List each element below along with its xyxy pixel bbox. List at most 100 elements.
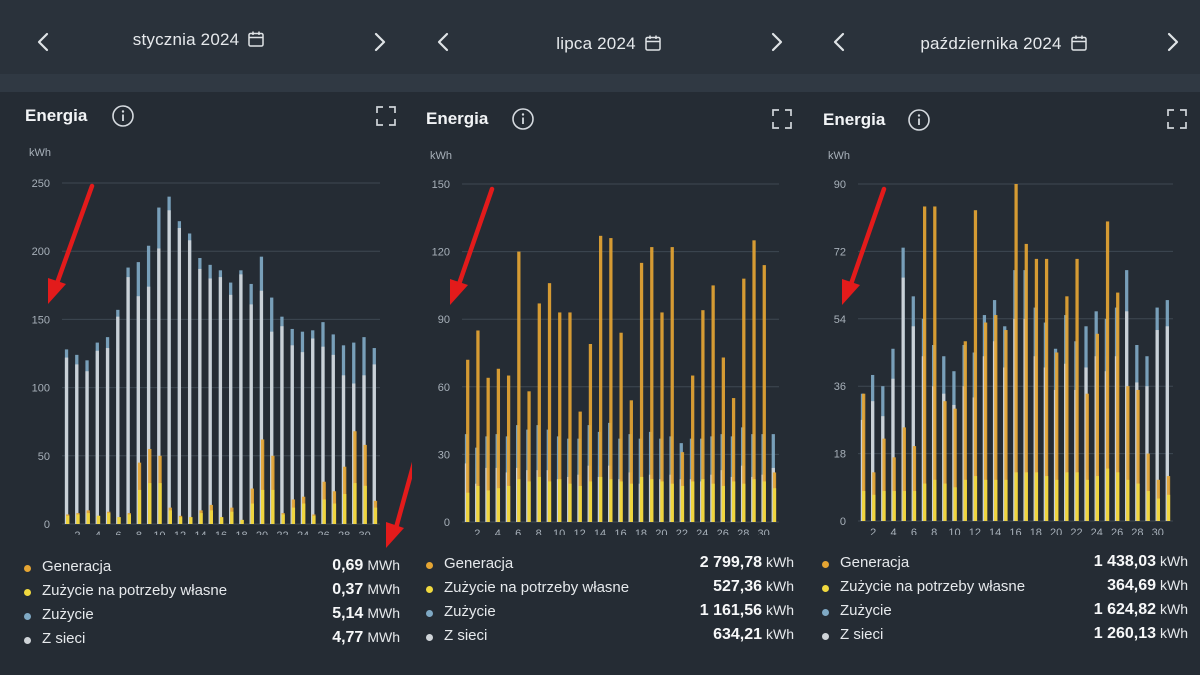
next-month-button[interactable] (365, 24, 393, 60)
bar-generacja-day-14[interactable] (994, 315, 998, 521)
bar-zużycie-na-potrzeby-własne-day-14[interactable] (994, 479, 998, 521)
bar-zużycie-na-potrzeby-własne-day-11[interactable] (963, 479, 967, 521)
bar-zużycie-na-potrzeby-własne-day-30[interactable] (762, 481, 766, 522)
bar-zużycie-na-potrzeby-własne-day-2[interactable] (476, 485, 480, 522)
bar-zużycie-na-potrzeby-własne-day-9[interactable] (547, 481, 552, 522)
bar-generacja-day-26[interactable] (1116, 292, 1120, 521)
bar-generacja-day-29[interactable] (353, 431, 357, 524)
bar-zużycie-na-potrzeby-własne-day-10[interactable] (953, 487, 957, 521)
bar-generacja-day-8[interactable] (933, 206, 937, 521)
bar-zużycie-na-potrzeby-własne-day-3[interactable] (486, 490, 490, 522)
bar-zużycie-na-potrzeby-własne-day-27[interactable] (332, 503, 337, 524)
bar-z-sieci-day-20[interactable] (259, 290, 264, 524)
bar-z-sieci-day-6[interactable] (911, 326, 915, 521)
bar-z-sieci-day-5[interactable] (901, 277, 905, 521)
bar-zużycie-na-potrzeby-własne-day-18[interactable] (240, 519, 244, 524)
bar-zużycie-na-potrzeby-własne-day-1[interactable] (466, 492, 470, 522)
bar-generacja-day-19[interactable] (1044, 258, 1049, 521)
bar-z-sieci-day-24[interactable] (300, 352, 305, 524)
bar-zużycie-na-potrzeby-własne-day-24[interactable] (1095, 476, 1100, 521)
bar-z-sieci-day-18[interactable] (239, 274, 243, 524)
bar-zużycie-na-potrzeby-własne-day-29[interactable] (353, 483, 357, 524)
bar-zużycie-na-potrzeby-własne-day-8[interactable] (537, 476, 541, 522)
bar-generacja-day-11[interactable] (963, 341, 967, 521)
bar-generacja-day-7[interactable] (923, 206, 927, 521)
bar-generacja-day-20[interactable] (1055, 352, 1059, 522)
bar-z-sieci-day-12[interactable] (177, 228, 182, 524)
bar-generacja-day-12[interactable] (973, 210, 978, 521)
bar-zużycie-na-potrzeby-własne-day-11[interactable] (168, 510, 172, 524)
bar-generacja-day-9[interactable] (943, 401, 947, 521)
bar-generacja-day-18[interactable] (1034, 258, 1039, 521)
prev-month-button[interactable] (430, 24, 458, 60)
bar-zużycie-na-potrzeby-własne-day-6[interactable] (517, 479, 521, 522)
bar-generacja-day-5[interactable] (902, 427, 906, 521)
bar-zużycie-na-potrzeby-własne-day-8[interactable] (137, 489, 142, 524)
bar-zużycie-na-potrzeby-własne-day-7[interactable] (923, 483, 927, 521)
bar-zużycie-na-potrzeby-własne-day-20[interactable] (260, 489, 265, 524)
legend-item[interactable]: Zużycie 1 161,56 kWh (426, 602, 794, 626)
bar-generacja-day-27[interactable] (1126, 386, 1130, 521)
bar-generacja-day-21[interactable] (670, 247, 674, 522)
bar-zużycie-na-potrzeby-własne-day-30[interactable] (1156, 498, 1160, 521)
bar-zużycie-na-potrzeby-własne-day-10[interactable] (158, 483, 162, 524)
bar-generacja-day-4[interactable] (496, 368, 501, 522)
bar-zużycie-na-potrzeby-własne-day-28[interactable] (742, 483, 746, 522)
bar-zużycie-na-potrzeby-własne-day-19[interactable] (250, 503, 255, 524)
bar-zużycie-na-potrzeby-własne-day-19[interactable] (1044, 476, 1049, 521)
bar-zużycie-na-potrzeby-własne-day-26[interactable] (721, 485, 725, 522)
bar-zużycie-na-potrzeby-własne-day-30[interactable] (363, 485, 367, 524)
bar-zużycie-na-potrzeby-własne-day-13[interactable] (588, 481, 593, 522)
bar-zużycie-na-potrzeby-własne-day-5[interactable] (902, 491, 906, 521)
bar-zużycie-na-potrzeby-własne-day-5[interactable] (107, 513, 111, 524)
bar-generacja-day-10[interactable] (558, 312, 562, 522)
bar-zużycie-na-potrzeby-własne-day-25[interactable] (312, 515, 316, 524)
bar-zużycie-na-potrzeby-własne-day-31[interactable] (1166, 494, 1171, 521)
bar-zużycie-na-potrzeby-własne-day-21[interactable] (1065, 472, 1069, 521)
bar-zużycie-na-potrzeby-własne-day-3[interactable] (86, 513, 90, 524)
bar-z-sieci-day-8[interactable] (136, 296, 140, 524)
bar-zużycie-na-potrzeby-własne-day-3[interactable] (882, 491, 886, 521)
next-month-button[interactable] (762, 24, 790, 60)
bar-zużycie-na-potrzeby-własne-day-27[interactable] (1126, 479, 1130, 521)
bar-zużycie-na-potrzeby-własne-day-21[interactable] (271, 489, 275, 524)
bar-zużycie-na-potrzeby-własne-day-22[interactable] (281, 514, 285, 524)
legend-item[interactable]: Zużycie na potrzeby własne 0,37 MWh (24, 581, 400, 605)
expand-icon[interactable] (1166, 108, 1188, 130)
legend-item[interactable]: Generacja 2 799,78 kWh (426, 554, 794, 578)
bar-generacja-day-9[interactable] (547, 283, 552, 522)
bar-generacja-day-27[interactable] (731, 398, 736, 522)
bar-zużycie-na-potrzeby-własne-day-14[interactable] (599, 476, 603, 522)
bar-generacja-day-13[interactable] (983, 322, 988, 521)
bar-z-sieci-day-15[interactable] (208, 278, 212, 524)
bar-zużycie-na-potrzeby-własne-day-5[interactable] (506, 485, 511, 522)
bar-z-sieci-day-16[interactable] (218, 277, 223, 524)
bar-generacja-day-24[interactable] (701, 310, 705, 522)
bar-generacja-day-23[interactable] (691, 375, 695, 522)
bar-zużycie-na-potrzeby-własne-day-12[interactable] (178, 517, 183, 524)
bar-generacja-day-19[interactable] (650, 247, 654, 522)
bar-generacja-day-1[interactable] (466, 359, 470, 522)
bar-generacja-day-15[interactable] (1004, 330, 1008, 521)
bar-zużycie-na-potrzeby-własne-day-24[interactable] (701, 479, 705, 522)
bar-zużycie-na-potrzeby-własne-day-6[interactable] (912, 491, 917, 521)
bar-generacja-day-23[interactable] (1085, 393, 1089, 521)
bar-zużycie-na-potrzeby-własne-day-21[interactable] (670, 483, 674, 522)
bar-zużycie-na-potrzeby-własne-day-16[interactable] (219, 517, 224, 524)
bar-zużycie-na-potrzeby-własne-day-2[interactable] (76, 514, 80, 524)
bar-z-sieci-day-6[interactable] (116, 316, 120, 524)
bar-zużycie-na-potrzeby-własne-day-4[interactable] (892, 491, 896, 521)
bar-zużycie-na-potrzeby-własne-day-23[interactable] (291, 507, 296, 524)
bar-z-sieci-day-25[interactable] (311, 338, 315, 525)
bar-z-sieci-day-28[interactable] (341, 375, 346, 524)
bar-zużycie-na-potrzeby-własne-day-29[interactable] (752, 479, 756, 522)
bar-generacja-day-26[interactable] (721, 357, 725, 522)
bar-generacja-day-16[interactable] (1014, 184, 1018, 521)
bar-generacja-day-14[interactable] (599, 235, 603, 522)
prev-month-button[interactable] (30, 24, 58, 60)
bar-generacja-day-29[interactable] (1146, 453, 1150, 521)
bar-zużycie-na-potrzeby-własne-day-13[interactable] (983, 479, 988, 521)
bar-z-sieci-day-27[interactable] (331, 354, 335, 524)
bar-zużycie-na-potrzeby-własne-day-31[interactable] (373, 507, 378, 524)
bar-generacja-day-24[interactable] (1095, 333, 1100, 521)
